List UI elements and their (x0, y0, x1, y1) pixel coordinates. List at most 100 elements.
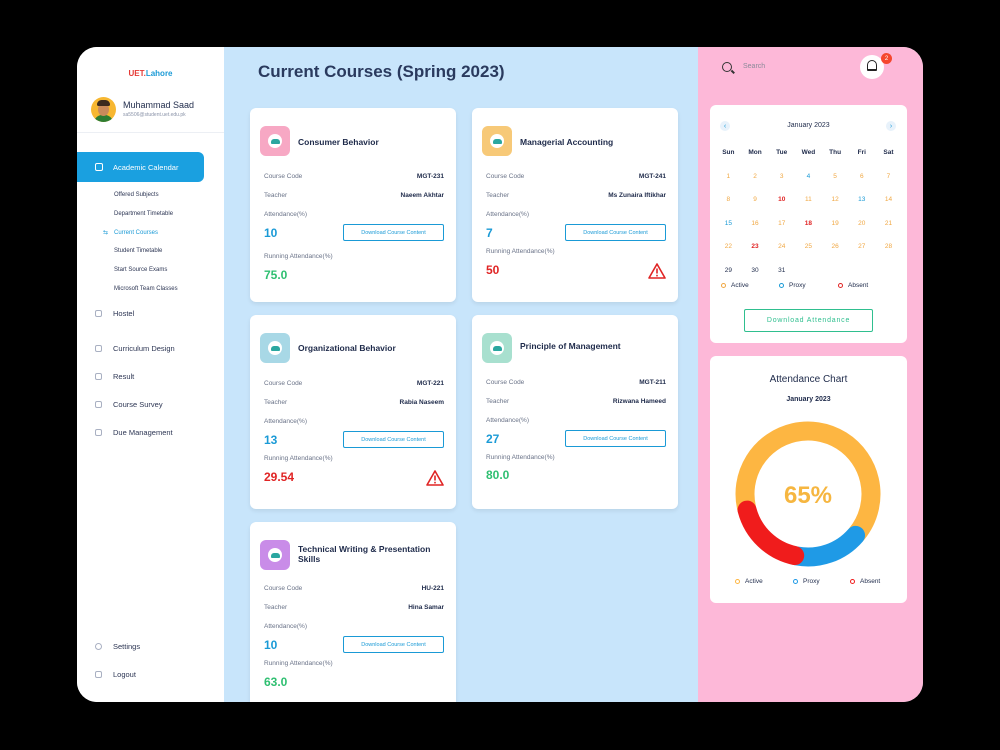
calendar-day[interactable]: 31 (778, 266, 786, 274)
calendar-grid: Sun Mon Tue Wed Thu Fri Sat 1 2 3 4 5 6 7 8 9 10 11 12 13 14… (715, 141, 902, 282)
calendar-day[interactable]: 3 (779, 172, 784, 180)
calendar-day[interactable]: 24 (778, 243, 786, 251)
legend-active: Active (721, 282, 749, 289)
course-title: Technical Writing & Presentation Skills (298, 544, 431, 564)
download-course-content-button[interactable]: Download Course Content (343, 224, 444, 241)
course-code-label: Course Code (486, 379, 525, 386)
teacher-label: Teacher (486, 398, 510, 405)
calendar-day[interactable]: 9 (753, 196, 757, 204)
course-code: MGT-211 (639, 379, 666, 386)
running-attendance-value: 63.0 (264, 675, 288, 689)
calendar-day[interactable]: 22 (724, 243, 732, 251)
brand-logo[interactable]: UET.Lahore (77, 69, 224, 78)
attendance-value: 10 (264, 638, 278, 652)
attendance-label: Attendance(%) (264, 211, 307, 218)
calendar-day[interactable]: 29 (724, 266, 732, 274)
sidebar-item-label: Curriculum Design (113, 344, 175, 353)
running-attendance-label: Running Attendance(%) (264, 253, 333, 260)
sidebar-item-settings[interactable]: Settings (95, 642, 140, 651)
teacher-label: Teacher (264, 604, 288, 611)
calendar-day[interactable]: 12 (831, 196, 839, 204)
subnav-department-timetable[interactable]: Department Timetable (114, 211, 174, 217)
calendar-icon (95, 163, 103, 171)
course-title: Consumer Behavior (298, 137, 379, 147)
attendance-label: Attendance(%) (486, 417, 529, 424)
home-icon (95, 310, 102, 317)
calendar-day[interactable]: 16 (751, 219, 759, 227)
search-icon[interactable] (722, 62, 732, 72)
user-profile[interactable]: Muhammad Saad sa5506@student.uet.edu.pk (91, 97, 216, 123)
calendar-day[interactable]: 30 (751, 266, 759, 274)
attendance-value: 10 (264, 226, 278, 240)
chevron-right-icon[interactable]: › (886, 121, 896, 131)
attendance-label: Attendance(%) (264, 623, 307, 630)
running-attendance-value: 75.0 (264, 268, 288, 282)
subnav-microsoft-team-classes[interactable]: Microsoft Team Classes (114, 286, 178, 292)
subnav-student-timetable[interactable]: Student Timetable (114, 248, 163, 254)
notification-button[interactable] (860, 55, 884, 79)
calendar-day[interactable]: 27 (858, 243, 866, 251)
calendar-day[interactable]: 2 (753, 172, 757, 180)
calendar-week-row: 15 16 17 18 19 20 21 (715, 212, 902, 236)
calendar-day[interactable]: 10 (778, 196, 786, 204)
download-course-content-button[interactable]: Download Course Content (343, 636, 444, 653)
brand-part-b: Lahore (145, 69, 173, 78)
course-card[interactable]: Principle of Management Course Code MGT-… (472, 315, 678, 509)
running-attendance-value: 29.54 (264, 470, 295, 484)
download-attendance-button[interactable]: Download Attendance (744, 309, 873, 332)
teacher-name: Ms Zunaira Iftikhar (608, 192, 666, 199)
sidebar-item-label: Academic Calendar (113, 162, 179, 172)
calendar-day[interactable]: 11 (805, 196, 812, 204)
calendar-day[interactable]: 17 (778, 219, 786, 227)
calendar-day[interactable]: 1 (726, 172, 731, 180)
legend-absent: Absent (850, 578, 880, 585)
subnav-offered-subjects[interactable]: Offered Subjects (114, 192, 159, 198)
calendar-day[interactable]: 13 (858, 196, 866, 204)
sidebar-item-course-survey[interactable]: Course Survey (95, 400, 163, 409)
calendar-day[interactable]: 20 (858, 219, 866, 227)
calendar-day[interactable]: 7 (886, 172, 891, 180)
sidebar-item-result[interactable]: Result (95, 372, 134, 381)
calendar-day[interactable]: 8 (726, 196, 731, 204)
chevron-left-icon[interactable]: ‹ (720, 121, 730, 131)
course-card[interactable]: Organizational Behavior Course Code MGT-… (250, 315, 456, 509)
course-card[interactable]: Technical Writing & Presentation Skills … (250, 522, 456, 702)
calendar-day[interactable]: 6 (859, 172, 864, 180)
calendar-day[interactable]: 26 (831, 243, 839, 251)
gear-icon (95, 643, 102, 650)
download-course-content-button[interactable]: Download Course Content (343, 431, 444, 448)
sidebar-item-label: Settings (113, 642, 141, 651)
calendar-weekday: Sun (722, 149, 735, 157)
calendar-day[interactable]: 25 (804, 243, 813, 251)
survey-icon (95, 401, 102, 408)
sidebar-item-due-management[interactable]: Due Management (95, 428, 173, 437)
calendar-day[interactable]: 23 (751, 243, 759, 251)
calendar-day[interactable]: 4 (806, 172, 811, 180)
calendar-card: ‹ January 2023 › Sun Mon Tue Wed Thu Fri Sat 1 2… (710, 105, 907, 343)
download-course-content-button[interactable]: Download Course Content (565, 430, 666, 447)
calendar-day[interactable]: 19 (831, 219, 839, 227)
calendar-day[interactable]: 5 (833, 172, 837, 180)
result-icon (95, 373, 102, 380)
download-course-content-button[interactable]: Download Course Content (565, 224, 666, 241)
calendar-day[interactable]: 18 (804, 219, 813, 227)
calendar-day[interactable]: 21 (884, 219, 893, 227)
sidebar-item-logout[interactable]: Logout (95, 670, 136, 679)
sidebar-item-hostel[interactable]: Hostel (95, 309, 134, 318)
sidebar-item-curriculum-design[interactable]: Curriculum Design (95, 344, 175, 353)
calendar-day[interactable]: 14 (884, 196, 893, 204)
sidebar-item-academic-calendar[interactable]: Academic Calendar (77, 152, 204, 182)
course-icon (260, 540, 290, 570)
course-code-label: Course Code (264, 380, 303, 387)
sidebar-item-label: Result (113, 372, 135, 381)
calendar-weekday: Mon (748, 149, 762, 157)
subnav-start-source-exams[interactable]: Start Source Exams (114, 267, 168, 273)
subnav-current-courses[interactable]: Current Courses (114, 230, 159, 236)
sidebar-item-label: Due Management (113, 428, 173, 437)
calendar-day[interactable]: 15 (724, 219, 732, 227)
search-input[interactable]: Search (743, 63, 766, 70)
course-card[interactable]: Managerial Accounting Course Code MGT-24… (472, 108, 678, 302)
attendance-value: 27 (486, 432, 500, 446)
calendar-day[interactable]: 28 (884, 243, 893, 251)
course-card[interactable]: Consumer Behavior Course Code MGT-231 Te… (250, 108, 456, 302)
